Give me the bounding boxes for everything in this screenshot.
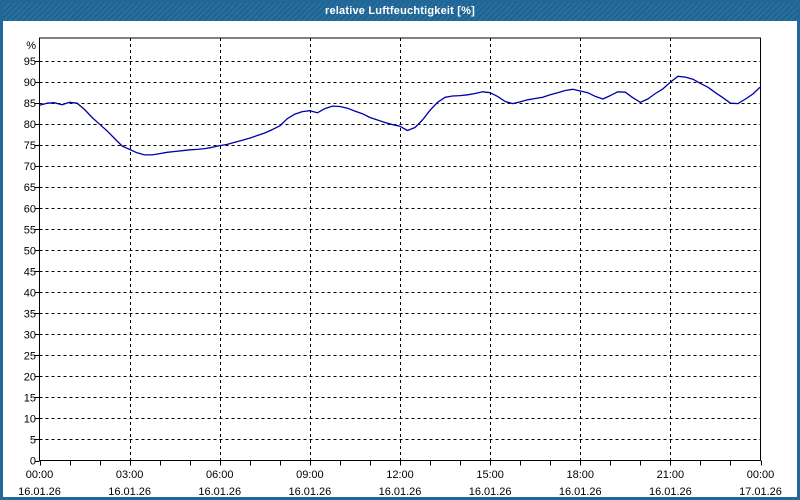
x-tick-date-label: 17.01.26 [739,486,782,498]
grid-lines [39,38,761,461]
x-tick-time-label: 18:00 [566,469,594,481]
x-tick-time-label: 06:00 [206,469,234,481]
x-tick-time-label: 15:00 [476,469,504,481]
y-tick-label: 30 [24,329,36,341]
y-tick-label: 50 [24,245,36,257]
x-tick-time-label: 00:00 [747,469,775,481]
x-tick-date-label: 16.01.26 [288,486,331,498]
humidity-line-chart: %959085807570656055504540353025201510500… [18,37,782,498]
y-tick-label: 15 [24,392,36,404]
x-tick-date-label: 16.01.26 [379,486,422,498]
x-tick-time-label: 00:00 [26,469,54,481]
axis-labels: %959085807570656055504540353025201510500… [18,40,782,498]
x-tick-date-label: 16.01.26 [649,486,692,498]
axis-ticks [34,61,762,466]
x-tick-time-label: 09:00 [296,469,324,481]
y-tick-label: 20 [24,371,36,383]
y-axis-unit-label: % [26,40,36,52]
y-tick-label: 45 [24,266,36,278]
y-tick-label: 90 [24,77,36,89]
y-tick-label: 85 [24,98,36,110]
y-tick-label: 75 [24,140,36,152]
y-tick-label: 55 [24,224,36,236]
y-tick-label: 70 [24,161,36,173]
humidity-series-line [38,75,762,156]
x-tick-date-label: 16.01.26 [18,486,61,498]
y-tick-label: 35 [24,308,36,320]
x-tick-date-label: 16.01.26 [198,486,241,498]
x-tick-date-label: 16.01.26 [559,486,602,498]
x-tick-time-label: 12:00 [386,469,414,481]
chart-title: relative Luftfeuchtigkeit [%] [324,4,476,17]
y-tick-label: 25 [24,350,36,362]
x-tick-date-label: 16.01.26 [108,486,151,498]
y-tick-label: 80 [24,119,36,131]
y-tick-label: 10 [24,413,36,425]
x-tick-date-label: 16.01.26 [469,486,512,498]
title-bar[interactable]: relative Luftfeuchtigkeit [%] [0,0,800,21]
plot-border [39,37,761,461]
y-tick-label: 5 [30,434,36,446]
y-tick-label: 40 [24,287,36,299]
y-tick-label: 95 [24,56,36,68]
y-tick-label: 65 [24,182,36,194]
x-tick-time-label: 03:00 [116,469,144,481]
y-tick-label: 60 [24,203,36,215]
x-tick-time-label: 21:00 [657,469,685,481]
y-tick-label: 0 [30,456,36,468]
